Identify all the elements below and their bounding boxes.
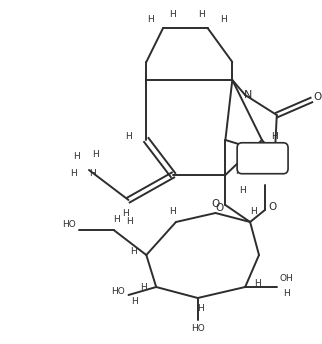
Text: O: O: [215, 203, 223, 213]
Text: O: O: [269, 202, 277, 212]
Text: H: H: [254, 279, 261, 288]
Text: H: H: [169, 10, 176, 19]
Text: H: H: [283, 289, 290, 298]
Text: Aos: Aos: [254, 152, 271, 162]
Text: H: H: [126, 217, 133, 226]
Text: HO: HO: [191, 324, 204, 333]
Text: H: H: [130, 247, 137, 256]
Text: H: H: [89, 169, 96, 178]
Text: N: N: [244, 90, 252, 100]
Text: H: H: [197, 304, 204, 313]
Text: OH: OH: [280, 274, 294, 283]
Text: O: O: [211, 200, 220, 209]
FancyBboxPatch shape: [237, 143, 288, 174]
Text: H: H: [147, 15, 154, 24]
Text: H: H: [198, 10, 204, 19]
Text: H: H: [92, 150, 99, 159]
Text: H: H: [122, 209, 129, 218]
Text: H: H: [239, 185, 246, 194]
Text: HO: HO: [62, 221, 76, 229]
Text: HO: HO: [112, 287, 125, 296]
Text: H: H: [113, 215, 120, 224]
Text: H: H: [271, 132, 278, 141]
Text: O: O: [314, 92, 322, 101]
Text: H: H: [126, 132, 132, 141]
Text: H: H: [250, 207, 257, 216]
Text: H: H: [73, 152, 80, 161]
Text: H: H: [70, 169, 76, 178]
Text: H: H: [235, 167, 242, 176]
Text: H: H: [131, 297, 138, 307]
Text: H: H: [140, 282, 147, 291]
Text: H: H: [278, 144, 285, 153]
Text: H: H: [169, 207, 176, 216]
Text: H: H: [220, 15, 227, 24]
